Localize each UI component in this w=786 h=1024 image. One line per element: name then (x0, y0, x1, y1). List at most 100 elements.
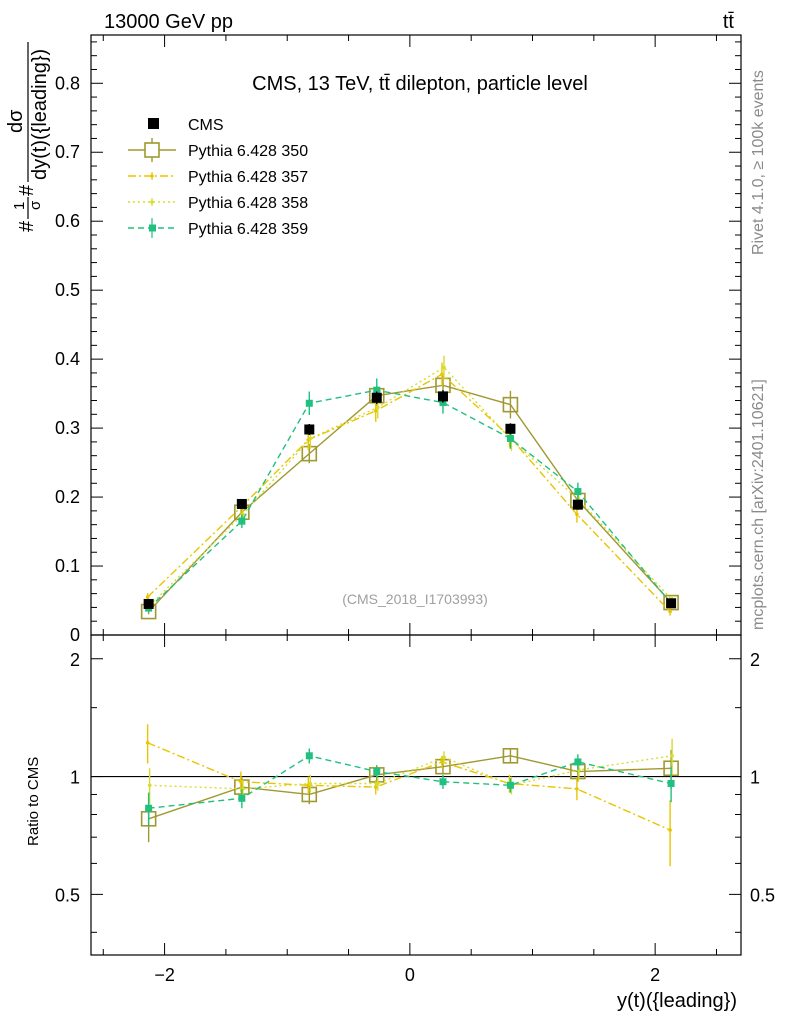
y-axis-label-frac-num: 1 (11, 202, 28, 210)
legend: CMS Pythia 6.428 350 Pythia 6.428 357 Pythi… (128, 117, 308, 238)
series-line (149, 366, 673, 606)
ratio-point (373, 785, 378, 789)
data-point (304, 424, 315, 435)
legend-marker (150, 200, 154, 204)
ratio-tick-label-right: 0.5 (750, 885, 775, 905)
series-line (148, 384, 672, 613)
series-3 (147, 355, 674, 609)
y-tick-label: 0.6 (55, 211, 80, 231)
series-1 (140, 374, 679, 620)
ratio-point (375, 781, 380, 786)
legend-label: CMS (188, 117, 224, 134)
x-tick-label: −2 (154, 965, 175, 985)
data-point (236, 498, 247, 509)
legend-label: Pythia 6.428 357 (188, 169, 308, 186)
ratio-point (502, 747, 519, 764)
data-point (308, 436, 313, 441)
legend-label: Pythia 6.428 358 (188, 195, 308, 212)
chart-title: CMS, 13 TeV, tt̄ dilepton, particle leve… (252, 73, 588, 95)
data-point (502, 396, 519, 413)
ratio-point (238, 794, 246, 802)
legend-item: Pythia 6.428 359 (128, 218, 308, 238)
series-cms (143, 390, 677, 609)
ratio-point (670, 753, 674, 758)
data-point (301, 445, 318, 462)
data-point (145, 595, 150, 599)
data-point (375, 405, 380, 410)
y-axis-label-dy: dy(t)({leading}) (29, 49, 51, 180)
ratio-line (148, 755, 672, 820)
legend-item: CMS (148, 117, 224, 134)
ratio-axis-label: Ratio to CMS (25, 757, 42, 846)
legend-item: Pythia 6.428 358 (128, 195, 308, 212)
y-tick-label: 0.7 (55, 142, 80, 162)
ratio-plot-frame (90, 634, 742, 956)
ratio-tick-label-right: 2 (750, 650, 760, 670)
data-point (666, 598, 677, 609)
legend-label: Pythia 6.428 359 (188, 221, 308, 238)
legend-marker (150, 174, 154, 178)
ratio-point (668, 828, 672, 832)
series-2 (145, 362, 672, 616)
y-tick-label: 0.8 (55, 73, 80, 93)
ratio-point (506, 781, 514, 789)
header-energy-label: 13000 GeV pp (104, 11, 233, 33)
ratio-point (239, 779, 243, 784)
ratio-point (308, 781, 313, 786)
ratio-series-1 (140, 747, 679, 843)
ratio-tick-label: 1 (70, 768, 80, 788)
ratio-point (439, 778, 447, 786)
data-point (505, 423, 516, 434)
data-point (371, 392, 382, 403)
y-axis-label: # 1 σ # dσ dy(t)({leading}) (5, 42, 51, 232)
data-point (506, 434, 514, 442)
data-point (373, 386, 381, 394)
data-point (442, 365, 446, 370)
ratio-point (435, 758, 451, 775)
data-point (663, 594, 679, 611)
series-line (147, 373, 671, 613)
ratio-series-4 (145, 748, 675, 826)
y-axis-label-hash: # (16, 220, 38, 232)
y-axis-label-hash-2: # (16, 184, 38, 196)
ratio-point (145, 740, 150, 745)
legend-item: Pythia 6.428 357 (128, 169, 308, 186)
data-point (574, 488, 582, 496)
ratio-point (440, 760, 444, 764)
ratio-point (442, 755, 446, 760)
y-tick-label: 0.2 (55, 487, 80, 507)
y-zero-tick-label: 0 (70, 625, 80, 645)
y-axis-label-dsigma: dσ (5, 109, 27, 133)
ratio-series-2 (145, 724, 672, 867)
ratio-point (147, 783, 152, 788)
ratio-point (305, 752, 313, 760)
ratio-line (148, 755, 672, 809)
series-4 (145, 378, 675, 612)
ratio-tick-label: 2 (70, 650, 80, 670)
data-point (305, 399, 313, 407)
legend-item: Pythia 6.428 350 (128, 138, 308, 162)
ratio-point (574, 758, 582, 766)
rivet-version-label: Rivet 4.1.0, ≥ 100k events (750, 70, 767, 255)
y-tick-label: 0.3 (55, 418, 80, 438)
x-axis-label: y(t)({leading}) (617, 990, 737, 1012)
data-point (238, 517, 246, 525)
legend-marker (148, 118, 159, 129)
data-point (143, 598, 154, 609)
legend-label: Pythia 6.428 350 (188, 143, 308, 160)
ratio-line (147, 742, 671, 831)
y-tick-label: 0.1 (55, 556, 80, 576)
analysis-watermark: (CMS_2018_I1703993) (342, 591, 488, 607)
data-point (575, 512, 579, 517)
ratio-point (301, 786, 318, 803)
legend-marker (144, 142, 160, 158)
ratio-point (575, 787, 579, 791)
data-point (437, 391, 448, 402)
x-tick-label: 0 (405, 965, 415, 985)
ratio-point (373, 768, 381, 776)
mcplots-label: mcplots.cern.ch [arXiv:2401.10621] (750, 379, 767, 630)
series-line (148, 389, 672, 609)
y-axis-label-frac-den: σ (27, 200, 44, 210)
header-process-label: tt̄ (723, 11, 735, 33)
